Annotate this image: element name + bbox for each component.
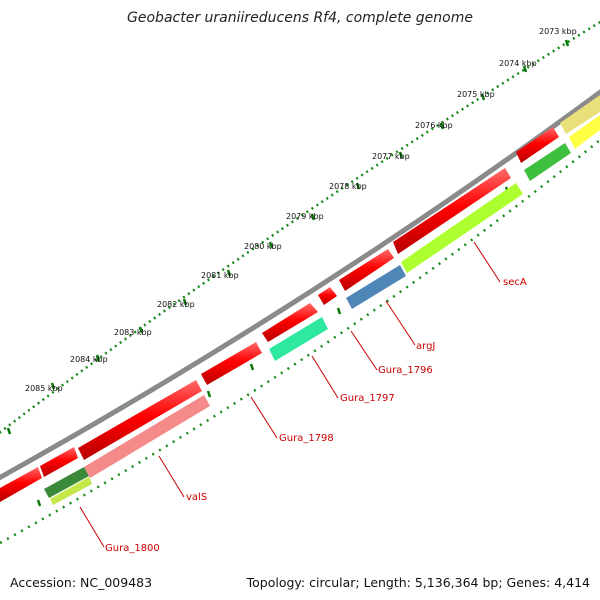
- ruler-arc: [0, 20, 600, 434]
- cds-arrow[interactable]: [516, 127, 559, 163]
- tick-label: 2082 kbp: [157, 300, 195, 309]
- gene-arrow-yellow[interactable]: [569, 115, 600, 149]
- cds-arrow[interactable]: [40, 447, 78, 477]
- gene-arrow-vals[interactable]: [84, 395, 210, 478]
- tick-label: 2083 kbp: [114, 328, 152, 337]
- tick-label: 2084 kbp: [70, 355, 108, 364]
- tick-label: 2073 kbp: [539, 27, 577, 36]
- accession-text: Accession: NC_009483: [10, 575, 153, 590]
- genome-summary-text: Topology: circular; Length: 5,136,364 bp…: [246, 575, 590, 590]
- cds-arrow[interactable]: [262, 303, 318, 342]
- gene-arrow-gura1800[interactable]: [44, 467, 89, 498]
- gene-arrow-seca[interactable]: [401, 183, 523, 273]
- inner-ruler-arc: [0, 139, 600, 545]
- gene-label-gura1796: Gura_1796: [378, 365, 433, 376]
- gene-arrow-gura1800-b[interactable]: [50, 477, 92, 505]
- cds-forward-track: [0, 95, 600, 502]
- gene-labels: secA argJ Gura_1796 Gura_1797 Gura_1798 …: [105, 277, 527, 554]
- label-leaders: [79, 241, 501, 548]
- tick-label: 2075 kbp: [457, 90, 495, 99]
- map-title: Geobacter uraniireducens Rf4, complete g…: [127, 10, 473, 26]
- tick-label: 2076 kbp: [415, 121, 453, 130]
- cds-arrow[interactable]: [201, 342, 262, 385]
- major-ticks: [6, 39, 570, 435]
- gene-arrow-gura1797[interactable]: [269, 317, 328, 361]
- cds-arrow[interactable]: [0, 467, 42, 502]
- gene-label-vals: valS: [186, 492, 207, 503]
- cds-arrow[interactable]: [78, 380, 202, 460]
- tick-label: 2080 kbp: [244, 242, 282, 251]
- tick-label: 2085 kbp: [25, 384, 63, 393]
- tick-label: 2081 kbp: [201, 271, 239, 280]
- tick-labels: 2073 kbp 2074 kbp 2075 kbp 2076 kbp 2077…: [25, 27, 577, 393]
- gene-label-seca: secA: [503, 277, 527, 288]
- gene-label-gura1800: Gura_1800: [105, 543, 160, 554]
- tick-label: 2078 kbp: [329, 182, 367, 191]
- cds-arrow[interactable]: [318, 287, 337, 305]
- tick-label: 2079 kbp: [286, 212, 324, 221]
- cds-arrow[interactable]: [393, 168, 511, 254]
- gene-label-gura1798: Gura_1798: [279, 433, 334, 444]
- gene-label-gura1797: Gura_1797: [340, 393, 395, 404]
- feature-track: [44, 115, 600, 505]
- cds-arrow[interactable]: [339, 249, 394, 291]
- gene-arrow-argj[interactable]: [346, 265, 406, 309]
- gene-arrow-green[interactable]: [524, 143, 571, 181]
- tick-label: 2077 kbp: [372, 152, 410, 161]
- tick-label: 2074 kbp: [499, 59, 537, 68]
- cds-arrow[interactable]: [560, 95, 600, 134]
- gene-label-argj: argJ: [416, 341, 435, 352]
